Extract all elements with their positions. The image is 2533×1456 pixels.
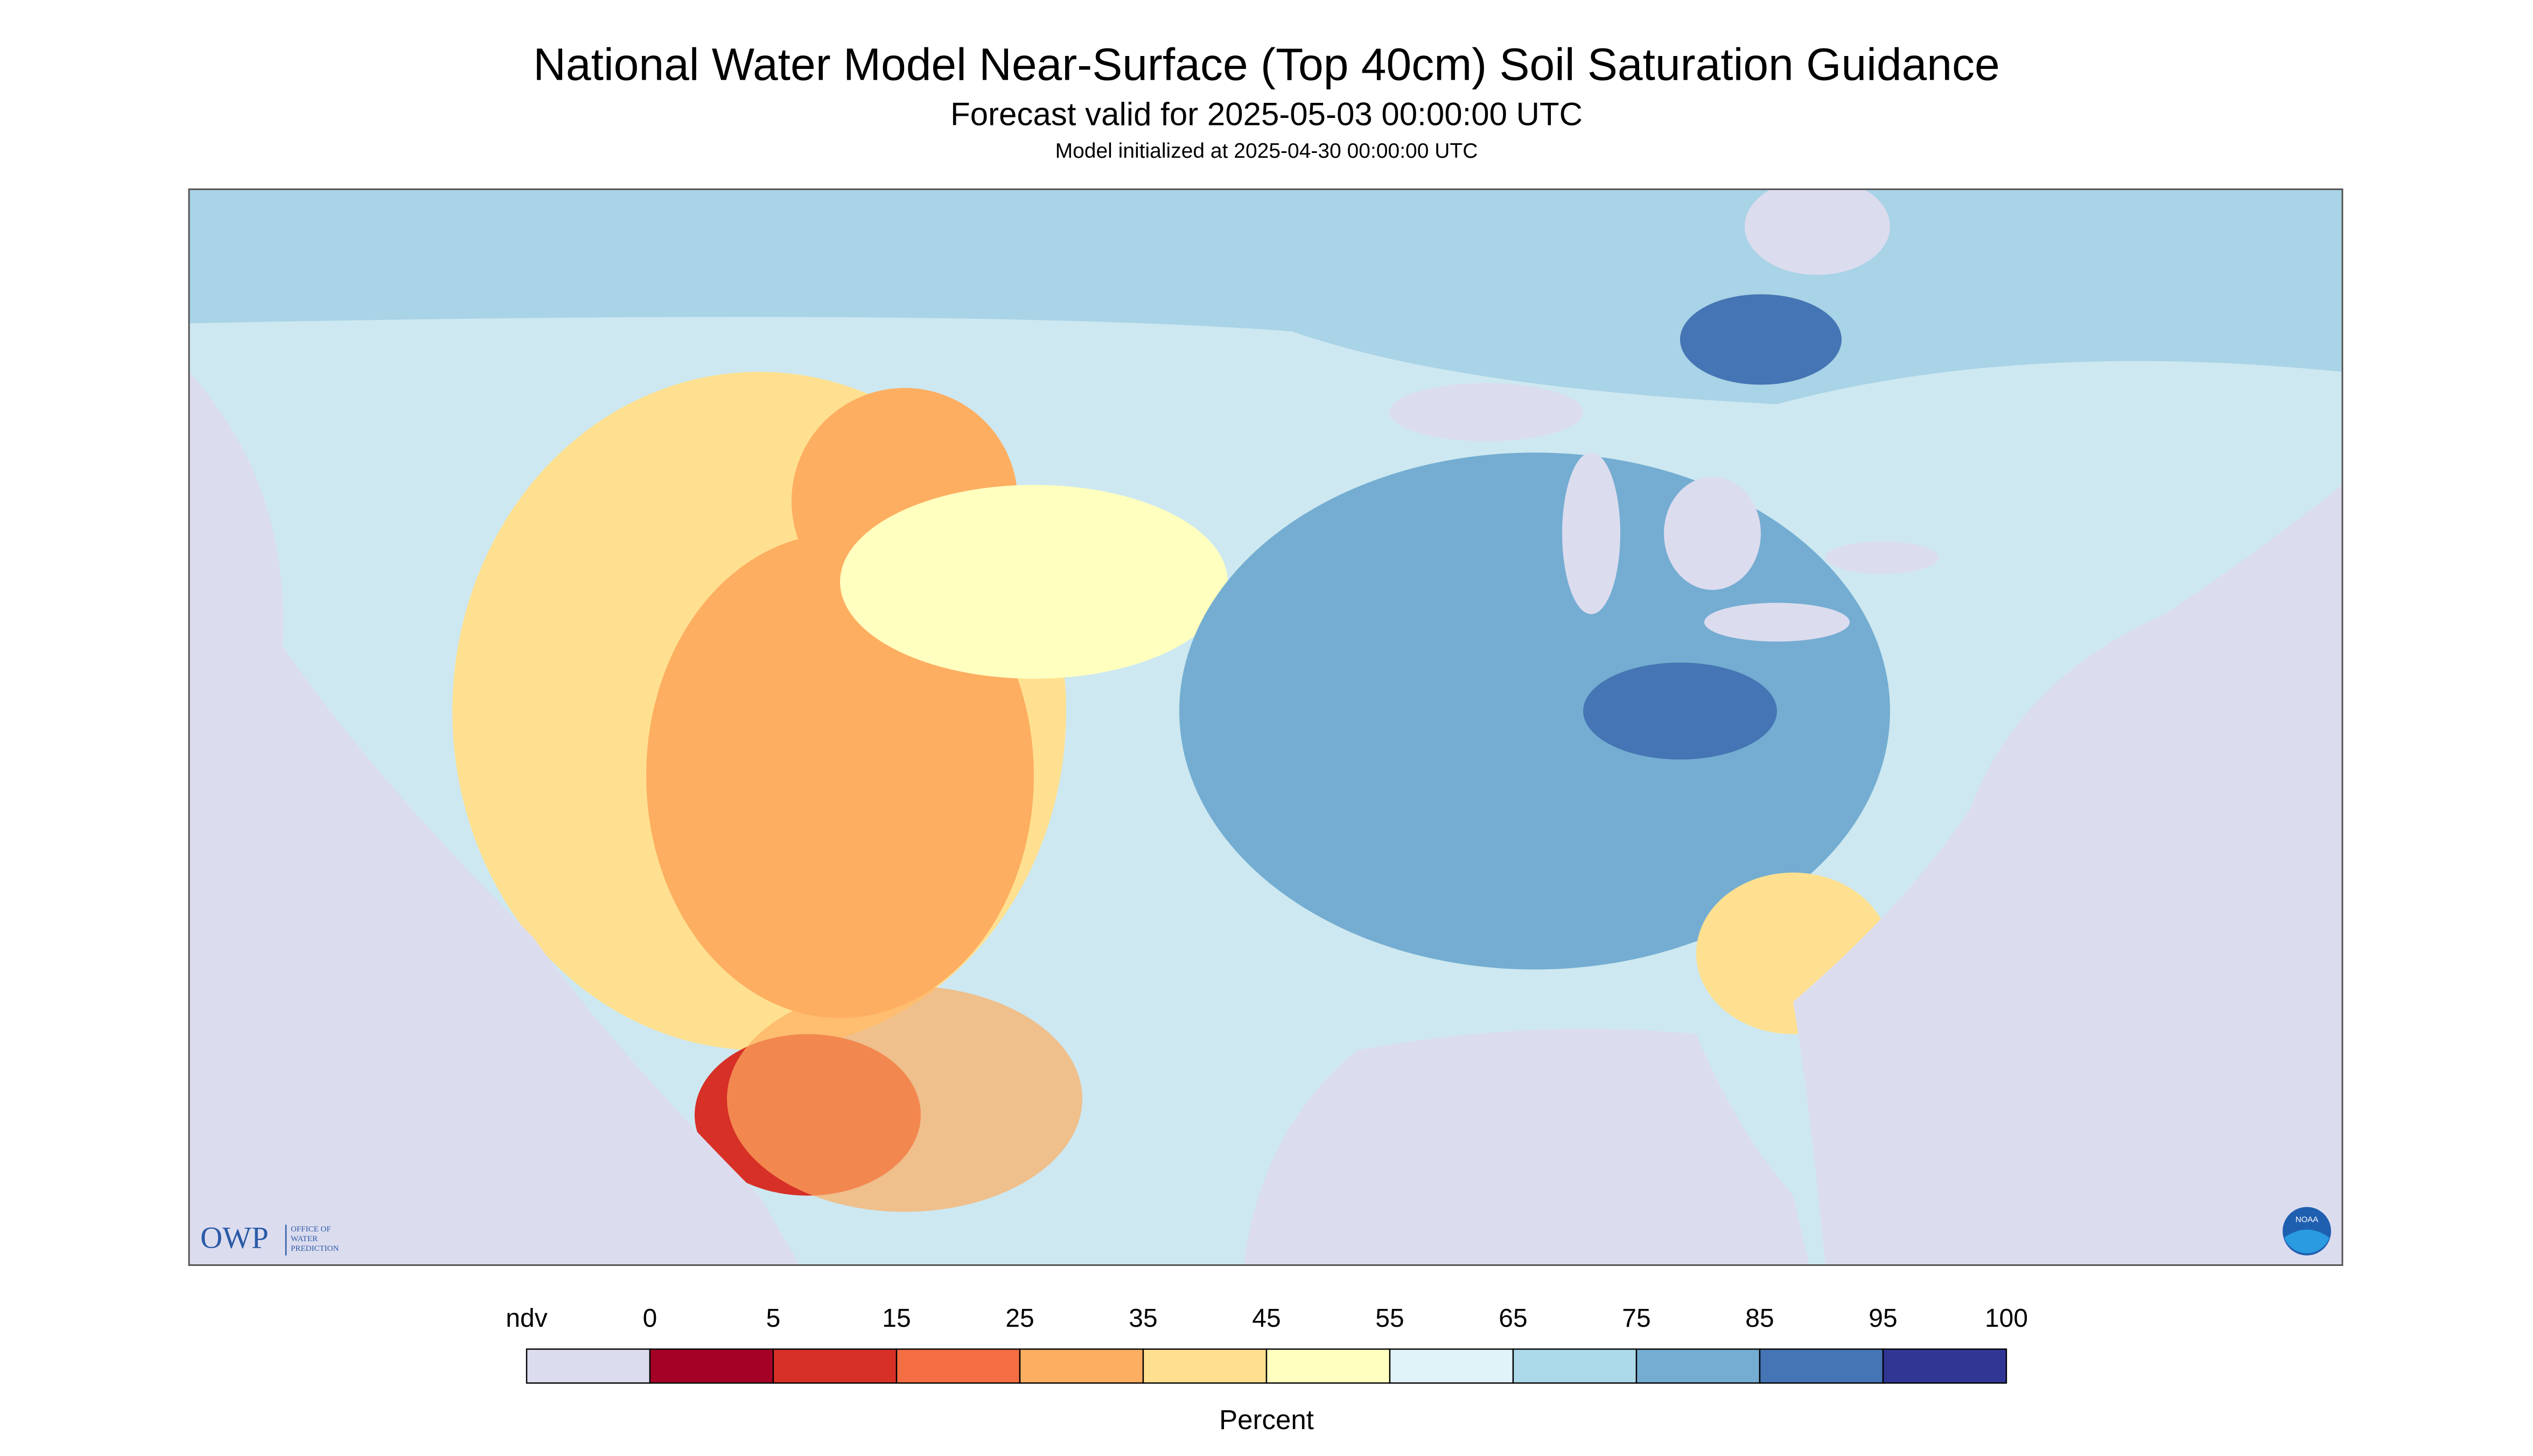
legend-swatch (1635, 1348, 1761, 1384)
legend-swatch (1882, 1348, 2007, 1384)
dry-mexico (727, 985, 1082, 1212)
legend-tick-label: 15 (882, 1304, 911, 1333)
logo-line: OFFICE OF (291, 1225, 331, 1234)
legend-tick-label: 0 (643, 1304, 657, 1333)
subtitle: Forecast valid for 2025-05-03 00:00:00 U… (950, 96, 1583, 132)
legend-tick-label: 95 (1869, 1304, 1897, 1333)
lake-erie (1704, 603, 1850, 642)
lake-huron (1664, 477, 1761, 590)
title: National Water Model Near-Surface (Top 4… (533, 39, 1999, 90)
init-note: Model initialized at 2025-04-30 00:00:00… (1055, 139, 1478, 163)
legend-swatch (1389, 1348, 1514, 1384)
legend-tick-label: 35 (1129, 1304, 1157, 1333)
map-frame (188, 188, 2343, 1266)
map (189, 189, 2342, 1265)
legend-swatch (895, 1348, 1021, 1384)
hudson-bay (1745, 189, 1890, 275)
very-wet (1583, 662, 1777, 760)
legend-tick-label: ndv (506, 1304, 547, 1333)
legend-tick-label: 45 (1252, 1304, 1281, 1333)
legend-tick-label: 25 (1005, 1304, 1034, 1333)
legend-tick-label: 55 (1375, 1304, 1404, 1333)
owp-logo: OWP (200, 1221, 269, 1255)
legend-tick-label: 100 (1985, 1304, 2028, 1333)
gulf-of-mexico (1244, 1028, 1809, 1265)
legend-swatch (772, 1348, 898, 1384)
legend-tick-label: 5 (766, 1304, 781, 1333)
plains-moderate (840, 485, 1228, 679)
legend-tick-label: 65 (1499, 1304, 1527, 1333)
legend-swatch (1759, 1348, 1884, 1384)
legend-swatch (1019, 1348, 1144, 1384)
legend-swatch (649, 1348, 774, 1384)
lake-superior (1389, 383, 1583, 442)
legend-swatch (1512, 1348, 1638, 1384)
logo-line: PREDICTION (291, 1244, 339, 1253)
logo-line: WATER (291, 1235, 318, 1243)
legend-title: Percent (1219, 1404, 1314, 1435)
legend-tick-label: 75 (1622, 1304, 1650, 1333)
noaa-text: NOAA (2296, 1215, 2319, 1224)
legend-swatch (1142, 1348, 1268, 1384)
lake-michigan (1562, 452, 1620, 614)
legend-swatch (1265, 1348, 1391, 1384)
legend-tick-label: 85 (1745, 1304, 1774, 1333)
wet-area (1680, 294, 1842, 385)
outside-domain (1995, 485, 2342, 1265)
pacific (189, 372, 800, 1265)
lake-ontario (1825, 541, 1939, 574)
legend-swatch (526, 1348, 651, 1384)
legend: ndv 0 5 15 25 35 45 55 65 75 85 95 100 (506, 1304, 2028, 1384)
noaa-wave (2284, 1229, 2329, 1254)
